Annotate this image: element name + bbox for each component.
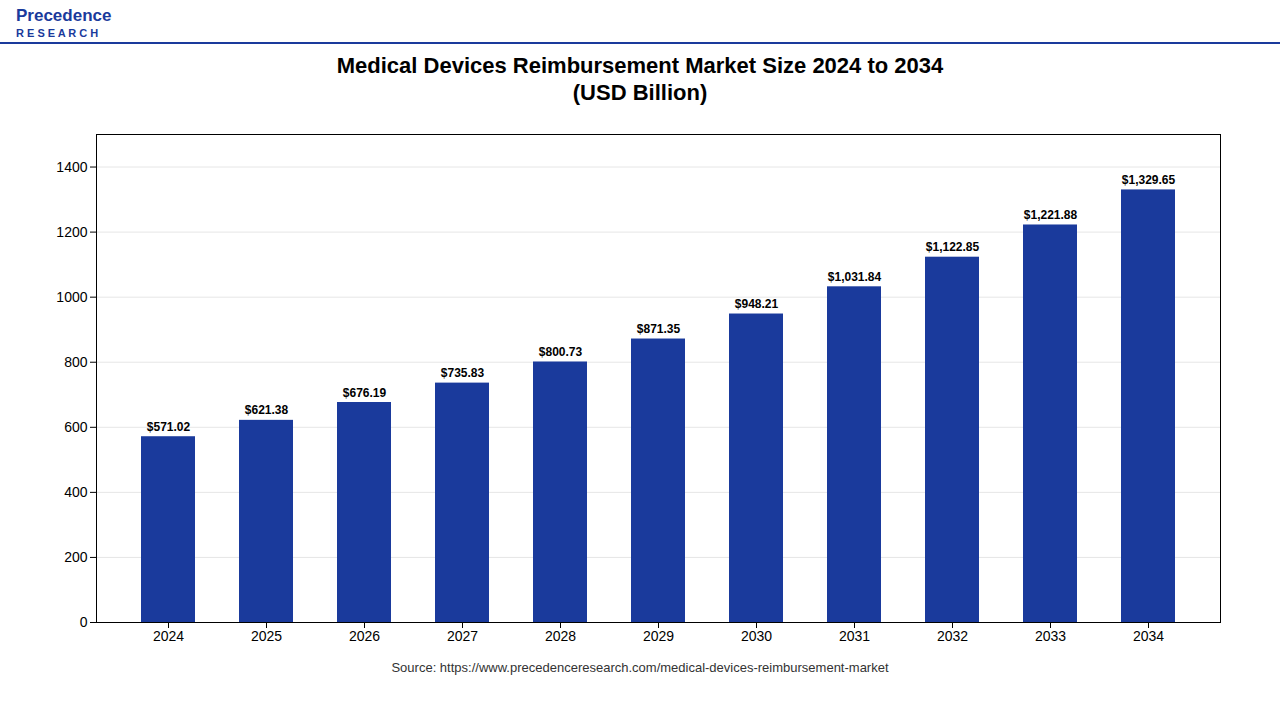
svg-text:$871.35: $871.35 bbox=[637, 322, 681, 336]
svg-text:2029: 2029 bbox=[643, 628, 674, 644]
svg-text:$800.73: $800.73 bbox=[539, 345, 583, 359]
svg-text:2024: 2024 bbox=[153, 628, 184, 644]
svg-text:$1,122.85: $1,122.85 bbox=[926, 240, 980, 254]
svg-text:2031: 2031 bbox=[839, 628, 870, 644]
svg-text:$735.83: $735.83 bbox=[441, 366, 485, 380]
svg-text:2027: 2027 bbox=[447, 628, 478, 644]
svg-text:$1,329.65: $1,329.65 bbox=[1122, 173, 1176, 187]
svg-text:$621.38: $621.38 bbox=[245, 403, 289, 417]
html-text:Precedence: Precedence bbox=[16, 6, 112, 25]
svg-text:200: 200 bbox=[64, 549, 88, 565]
svg-text:1400: 1400 bbox=[56, 159, 87, 175]
svg-text:1000: 1000 bbox=[56, 289, 87, 305]
svg-text:$1,031.84: $1,031.84 bbox=[828, 270, 882, 284]
svg-text:1200: 1200 bbox=[56, 224, 87, 240]
svg-text:2030: 2030 bbox=[741, 628, 772, 644]
svg-text:2025: 2025 bbox=[251, 628, 282, 644]
svg-text:$571.02: $571.02 bbox=[147, 420, 191, 434]
svg-text:$1,221.88: $1,221.88 bbox=[1024, 208, 1078, 222]
svg-text:2034: 2034 bbox=[1133, 628, 1164, 644]
svg-text:2032: 2032 bbox=[937, 628, 968, 644]
html-text:Source: https://www.precedence: Source: https://www.precedenceresearch.c… bbox=[391, 660, 889, 675]
svg-text:600: 600 bbox=[64, 419, 88, 435]
svg-text:0: 0 bbox=[80, 614, 88, 630]
svg-text:400: 400 bbox=[64, 484, 88, 500]
svg-text:2033: 2033 bbox=[1035, 628, 1066, 644]
html-text:R E S E A R C H: R E S E A R C H bbox=[16, 27, 99, 39]
html-text:Medical Devices Reimbursement: Medical Devices Reimbursement Market Siz… bbox=[336, 53, 944, 105]
svg-text:2028: 2028 bbox=[545, 628, 576, 644]
svg-text:2026: 2026 bbox=[349, 628, 380, 644]
svg-text:800: 800 bbox=[64, 354, 88, 370]
svg-text:$948.21: $948.21 bbox=[735, 297, 779, 311]
svg-text:$676.19: $676.19 bbox=[343, 386, 387, 400]
